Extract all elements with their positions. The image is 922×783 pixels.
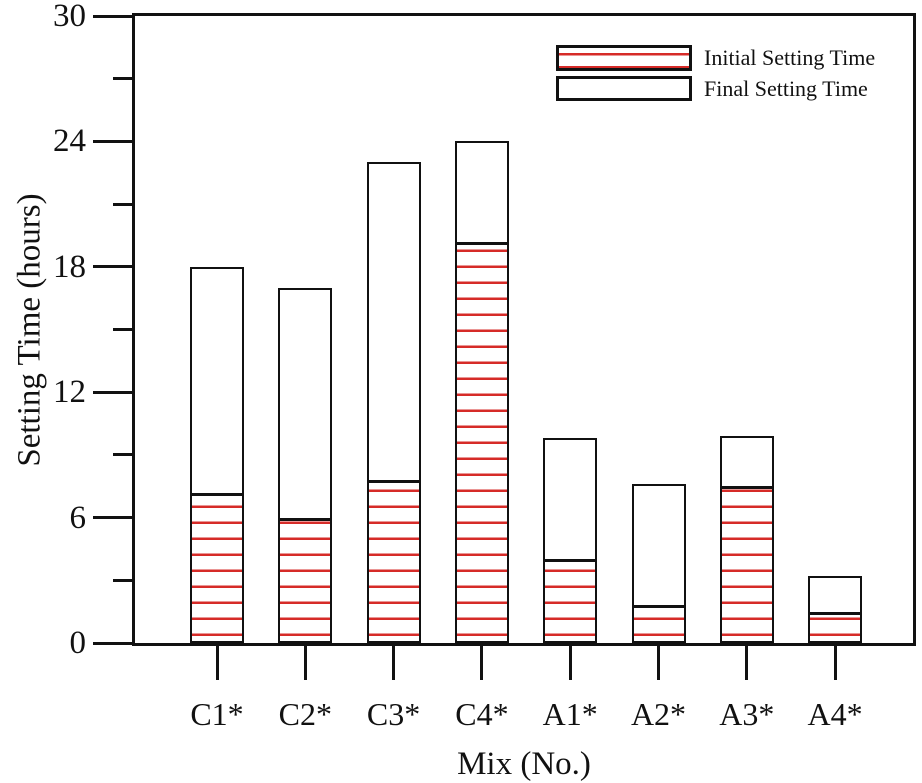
x-axis-tick: [215, 646, 219, 680]
x-axis-tick: [392, 646, 396, 680]
y-axis-tick-label: 12: [53, 374, 86, 411]
x-axis-tick: [833, 646, 837, 680]
y-axis-tick-label: 24: [53, 123, 86, 160]
x-axis-title: Mix (No.): [457, 746, 591, 782]
y-axis-minor-tick: [113, 77, 132, 81]
x-axis-category-label: A1*: [542, 696, 598, 732]
bar-initial-C2*: [278, 518, 333, 643]
bar-initial-C3*: [366, 480, 421, 643]
plot-area: [132, 13, 916, 646]
y-axis-major-tick: [93, 390, 132, 394]
x-axis-category-label: A4*: [807, 696, 863, 732]
y-axis-major-tick: [93, 14, 132, 18]
legend-swatch-initial-setting-time-icon: [556, 45, 692, 71]
bar-initial-C1*: [190, 493, 244, 643]
y-axis-minor-tick: [113, 578, 132, 582]
y-axis-major-tick: [93, 516, 132, 520]
x-axis-tick: [303, 646, 307, 680]
x-axis-category-label: A2*: [630, 696, 687, 732]
legend-label-initial-setting-time: Initial Setting Time: [704, 45, 876, 70]
legend-label-final-setting-time: Final Setting Time: [704, 76, 868, 101]
y-axis-title: Setting Time (hours): [11, 193, 48, 467]
y-axis-tick-label: 0: [69, 625, 87, 661]
bar-initial-A3*: [719, 486, 774, 643]
y-axis-major-tick: [93, 139, 132, 143]
bar-initial-A2*: [631, 605, 686, 643]
x-axis-tick: [745, 646, 749, 680]
bar-initial-C4*: [454, 242, 509, 643]
y-axis-tick-label: 30: [53, 0, 86, 34]
x-axis-category-label: C3*: [366, 696, 421, 732]
y-axis-major-tick: [93, 641, 132, 645]
bar-initial-A1*: [543, 559, 598, 643]
x-axis-tick: [657, 646, 660, 680]
y-axis-minor-tick: [113, 453, 132, 457]
y-axis-tick-label: 6: [69, 499, 87, 536]
x-axis-tick: [568, 646, 572, 680]
x-axis-category-label: A3*: [719, 696, 775, 732]
y-axis-tick-label: 18: [53, 248, 86, 285]
x-axis-tick: [480, 646, 484, 680]
x-axis-category-label: C4*: [455, 696, 509, 732]
x-axis-category-label: C2*: [278, 696, 332, 732]
y-axis-minor-tick: [113, 328, 132, 331]
y-axis-minor-tick: [113, 202, 132, 206]
bar-initial-A4*: [808, 612, 863, 643]
x-axis-category-label: C1*: [190, 696, 244, 732]
legend-swatch-final-setting-time-icon: [556, 76, 692, 101]
y-axis-major-tick: [93, 265, 132, 269]
